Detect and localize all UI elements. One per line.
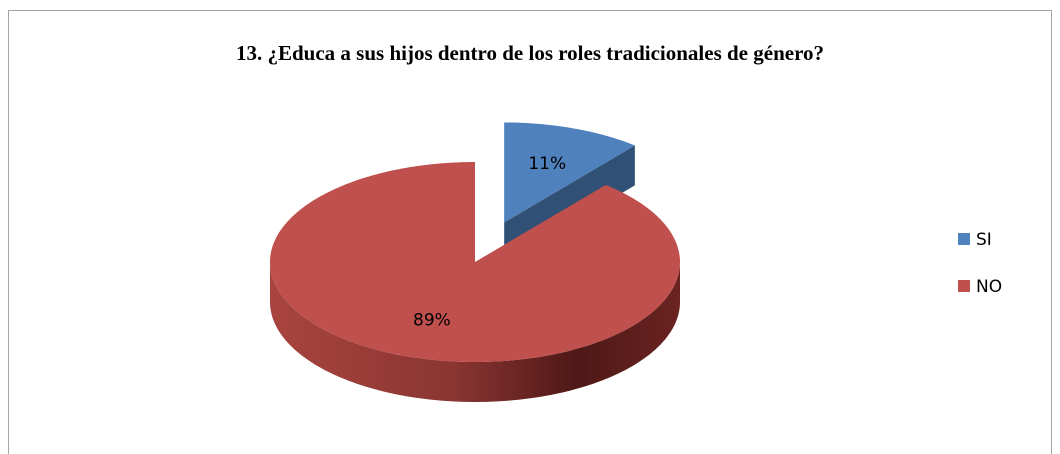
data-label: 89%	[413, 310, 451, 330]
slice-side	[270, 262, 680, 402]
legend-swatch	[958, 280, 970, 292]
pie-slice	[504, 122, 635, 223]
legend-label: NO	[976, 277, 1002, 297]
legend-label: SI	[976, 230, 992, 250]
chart-title: 13. ¿Educa a sus hijos dentro de los rol…	[236, 41, 824, 65]
legend-swatch	[958, 233, 970, 245]
data-label: 11%	[528, 154, 566, 174]
pie-slice	[270, 162, 680, 362]
